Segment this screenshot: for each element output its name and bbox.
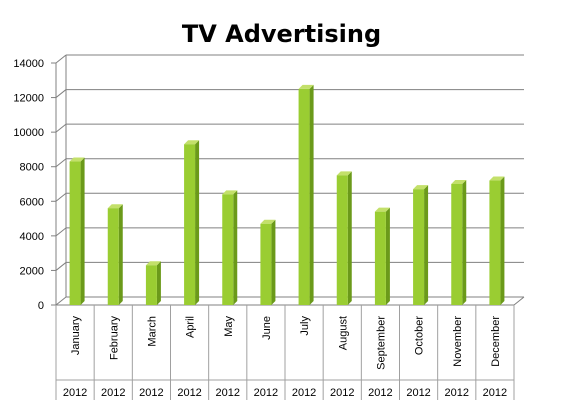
y-tick-label: 8000 [20, 162, 44, 174]
bar-side [347, 171, 352, 305]
x-group-label: 2012 [177, 387, 201, 399]
x-tick-label: June [261, 316, 273, 340]
bar-top [336, 171, 352, 176]
bar-top [413, 185, 429, 190]
x-tick-label: July [299, 316, 311, 336]
y-tick-label: 6000 [20, 196, 44, 208]
bar-side [424, 185, 429, 305]
x-tick-label: April [185, 316, 197, 338]
bar-top [145, 261, 161, 266]
bar-top [184, 140, 200, 145]
bar-side [462, 180, 467, 305]
bar-top [298, 84, 314, 89]
y-tick-label: 4000 [20, 231, 44, 243]
chart-title: TV Advertising [181, 20, 382, 48]
bar-side [233, 190, 238, 305]
x-group-label: 2012 [330, 387, 354, 399]
x-group-label: 2012 [254, 387, 278, 399]
gridline-depth [55, 123, 67, 133]
x-tick-label: December [490, 316, 502, 367]
bar [336, 175, 348, 305]
x-tick-label: August [337, 316, 349, 350]
bar-top [374, 207, 390, 212]
x-tick-label: February [108, 316, 120, 361]
x-group-label: 2012 [101, 387, 125, 399]
y-tick-label: 12000 [13, 93, 44, 105]
y-tick-label: 2000 [20, 265, 44, 277]
bar-top [451, 180, 467, 184]
x-group-label: 2012 [63, 387, 87, 399]
bar-top [107, 204, 123, 209]
x-tick-label: March [146, 316, 158, 347]
x-tick-label: October [414, 316, 426, 355]
bar-side [309, 84, 314, 305]
gridline-depth [55, 54, 67, 64]
x-tick-label: September [375, 316, 387, 370]
bar [451, 184, 463, 305]
gridline-depth [55, 89, 67, 98]
x-tick-label: November [452, 316, 464, 367]
bar [184, 144, 196, 305]
bar [222, 194, 234, 305]
bar [413, 189, 425, 305]
y-tick-label: 0 [38, 300, 44, 312]
x-group-label: 2012 [445, 387, 469, 399]
gridline-depth [55, 227, 67, 237]
y-tick-label: 10000 [13, 127, 44, 139]
bar-side [385, 207, 390, 305]
bar [489, 180, 501, 305]
bar-side [271, 219, 276, 305]
bar [69, 161, 81, 305]
y-tick-label: 14000 [13, 58, 44, 70]
bar-side [156, 261, 161, 305]
bar-side [80, 157, 85, 305]
bar [145, 265, 157, 305]
gridline-depth [55, 158, 67, 168]
x-group-label: 2012 [483, 387, 507, 399]
bar [260, 223, 272, 305]
bar-top [260, 219, 276, 224]
gridline-depth [55, 296, 67, 306]
bar-side [118, 204, 123, 305]
gridline-depth [55, 192, 67, 202]
bar-side [500, 176, 505, 305]
bar [374, 211, 386, 305]
x-group-label: 2012 [406, 387, 430, 399]
bar-side [195, 140, 200, 305]
x-tick-label: May [223, 316, 235, 337]
gridline-depth [55, 262, 67, 271]
bar-top [222, 190, 238, 195]
x-group-label: 2012 [139, 387, 163, 399]
x-group-label: 2012 [292, 387, 316, 399]
bar [298, 88, 310, 305]
bar [107, 208, 119, 305]
bar-top [489, 176, 505, 181]
bar-top [69, 157, 85, 162]
x-group-label: 2012 [216, 387, 240, 399]
x-tick-label: January [70, 316, 82, 356]
x-group-label: 2012 [368, 387, 392, 399]
